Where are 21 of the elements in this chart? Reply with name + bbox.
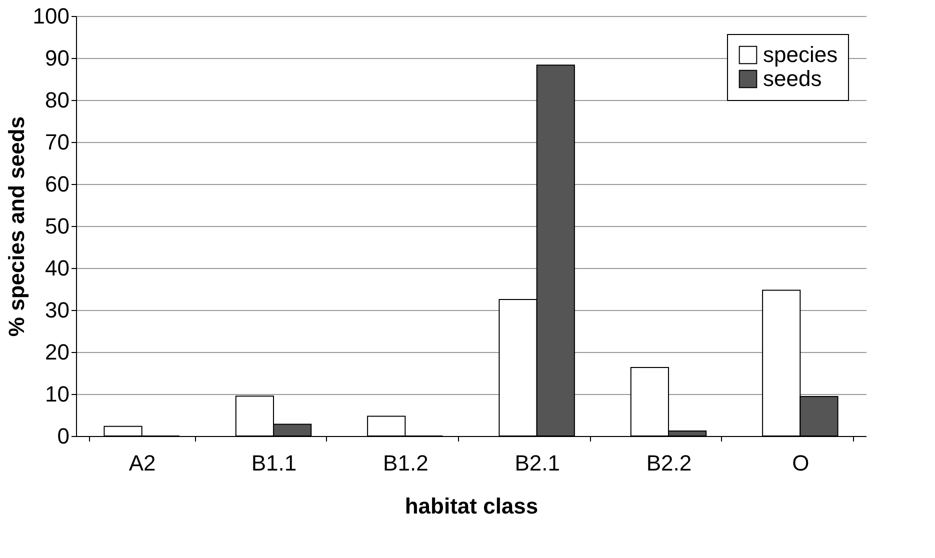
- y-tick-label: 10: [45, 382, 70, 406]
- x-tick-label: B1.2: [383, 450, 428, 476]
- y-tick-label: 60: [45, 172, 70, 196]
- y-tick-label: 20: [45, 340, 70, 364]
- y-tick-label: 70: [45, 130, 70, 154]
- x-tick-label: O: [792, 450, 810, 476]
- x-tick-label: A2: [128, 450, 156, 476]
- x-tick-label: B2.2: [646, 450, 692, 476]
- legend-label: species: [763, 42, 838, 67]
- x-tick-label: B1.1: [251, 450, 297, 476]
- x-tick-label: B2.1: [514, 450, 560, 476]
- y-tick-label: 50: [45, 214, 70, 238]
- x-axis-title: habitat class: [404, 494, 538, 518]
- y-tick-label: 30: [45, 298, 70, 322]
- y-tick-label: 40: [45, 256, 70, 280]
- y-tick-label: 80: [45, 88, 70, 112]
- y-tick-label: 90: [45, 46, 70, 70]
- y-axis-title: % species and seeds: [4, 116, 29, 337]
- legend-label: seeds: [763, 66, 822, 91]
- y-tick-label: 100: [32, 4, 70, 28]
- y-tick-label: 0: [57, 424, 70, 448]
